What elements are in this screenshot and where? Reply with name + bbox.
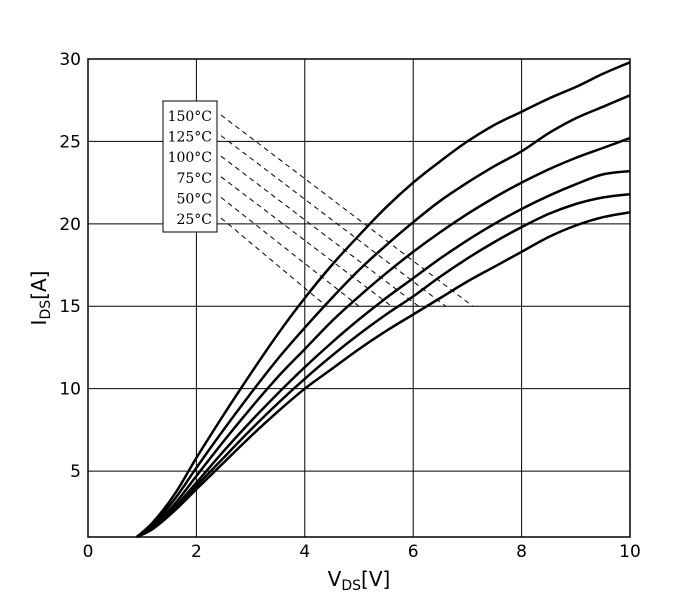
y-tick-label: 20 — [59, 215, 81, 235]
y-tick-label: 25 — [59, 132, 81, 152]
series-line-100C — [136, 136, 631, 539]
x-axis-label-sub: DS — [341, 578, 361, 594]
legend-entry: 100°C — [168, 150, 212, 166]
y-tick-label: 5 — [70, 462, 81, 482]
legend-leader-line — [220, 114, 474, 307]
legend-leader-line — [220, 135, 447, 307]
plot-frame — [87, 58, 631, 538]
legend-entry: 50°C — [176, 191, 212, 207]
x-tick-label: 0 — [83, 542, 94, 562]
series-lines — [135, 61, 631, 539]
series-line-50C — [136, 192, 631, 539]
legend-frame — [162, 100, 218, 233]
x-tick-labels: 0 2 4 6 8 10 — [83, 542, 641, 562]
grid — [88, 59, 630, 537]
legend-leader-line — [220, 155, 419, 307]
legend-leader-line — [220, 197, 360, 307]
legend-box: 150°C 125°C 100°C 75°C 50°C 25°C — [162, 100, 218, 233]
y-axis-label-main: I — [27, 320, 51, 326]
legend-leader-line — [220, 217, 327, 307]
y-tick-label: 10 — [59, 380, 81, 400]
y-axis-label-sub: DS — [38, 300, 54, 320]
x-tick-label: 4 — [299, 542, 310, 562]
x-axis-label: VDS[V] — [328, 567, 391, 594]
legend-leader-lines — [220, 114, 474, 307]
x-axis-label-main: V — [328, 567, 342, 591]
y-tick-label: 30 — [59, 50, 81, 70]
legend-entry: 150°C — [168, 109, 212, 125]
x-axis-label-unit: [V] — [361, 567, 390, 591]
series-line-75C — [136, 169, 631, 539]
y-tick-labels: 5 10 15 20 25 30 — [59, 50, 81, 482]
x-tick-label: 8 — [516, 542, 527, 562]
legend-entry: 25°C — [176, 212, 212, 228]
series-line-150C — [135, 61, 631, 538]
x-tick-label: 10 — [619, 542, 641, 562]
series-line-125C — [136, 94, 631, 538]
x-tick-label: 2 — [191, 542, 202, 562]
y-tick-label: 15 — [59, 297, 81, 317]
y-axis-label: IDS[A] — [27, 271, 54, 326]
x-tick-label: 6 — [408, 542, 419, 562]
legend-leader-line — [220, 176, 392, 307]
legend-entry: 75°C — [176, 171, 212, 187]
legend-entry: 125°C — [168, 130, 212, 146]
series-line-25C — [136, 211, 631, 539]
y-axis-label-unit: [A] — [27, 271, 51, 300]
